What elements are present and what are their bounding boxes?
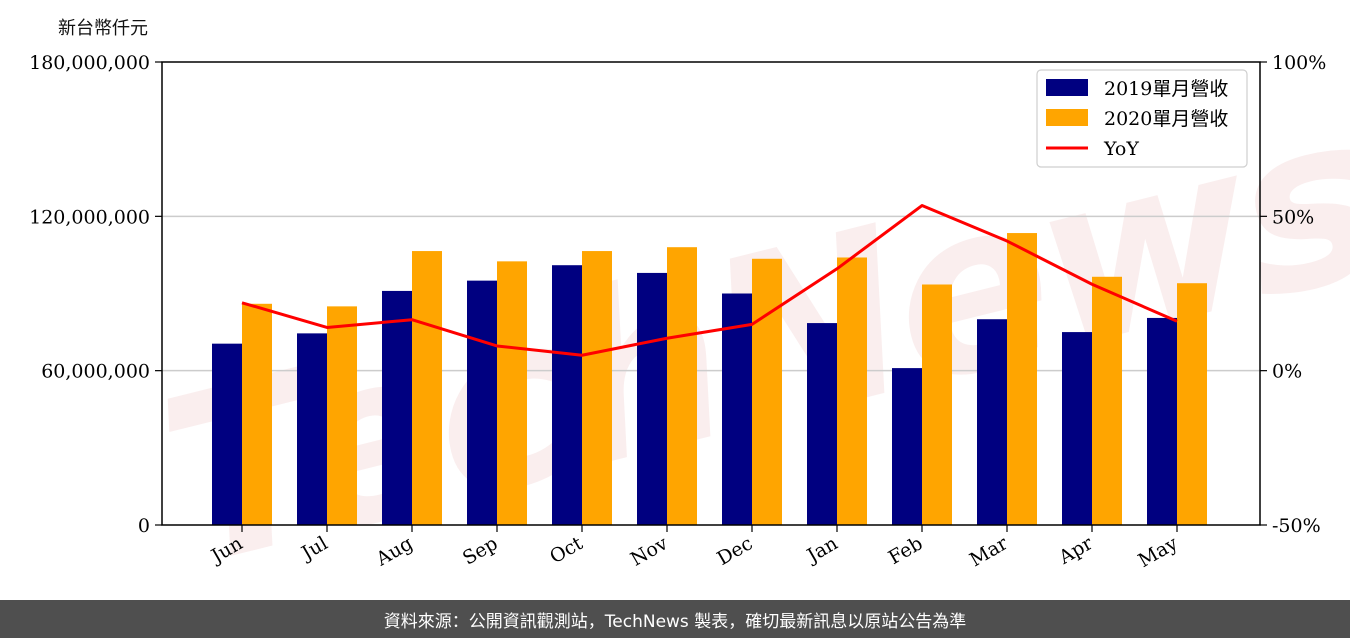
bar-2019 [382, 290, 412, 525]
left-tick-label: 60,000,000 [41, 361, 150, 383]
bar-2019 [637, 272, 667, 525]
bar-2019 [807, 323, 837, 525]
legend: 2019單月營收 2020單月營收 YoY [1036, 69, 1248, 168]
bar-2020 [242, 303, 272, 525]
left-tick-label: 180,000,000 [29, 52, 150, 74]
bar-2019 [1147, 317, 1177, 525]
x-tick-label: Sep [459, 532, 502, 569]
chart: 0 60,000,000 120,000,000 180,000,000 -50% 0%… [29, 52, 1326, 572]
bars [212, 233, 1207, 525]
bar-2020 [1177, 283, 1207, 525]
legend-label: 2019單月營收 [1104, 78, 1228, 100]
unit-label: 新台幣仟元 [58, 18, 148, 39]
footer-source-note: 資料來源：公開資訊觀測站，TechNews 製表，確切最新訊息以原站公告為準 [0, 600, 1350, 638]
bar-2020 [582, 251, 612, 525]
x-tick-label: Dec [713, 532, 756, 570]
legend-swatch-2019 [1046, 79, 1088, 96]
right-tick-label: 0% [1272, 361, 1302, 383]
bar-2020 [1007, 233, 1037, 525]
bar-2020 [922, 284, 952, 525]
x-tick-label: Mar [966, 532, 1012, 571]
bar-2020 [752, 258, 782, 525]
yoy-line-layer [241, 204, 1178, 357]
plot-frame [161, 61, 1261, 526]
bar-2019 [552, 265, 582, 525]
legend-swatch-2020 [1046, 109, 1088, 126]
bar-2020 [497, 261, 527, 525]
bar-2020 [327, 306, 357, 525]
left-tick-label: 0 [138, 515, 150, 537]
bar-2019 [977, 319, 1007, 525]
bar-2020 [667, 247, 697, 525]
right-tick-label: 100% [1272, 52, 1326, 74]
x-tick-label: Feb [885, 532, 927, 569]
x-tick-label: Nov [627, 532, 672, 571]
bar-2019 [467, 280, 497, 525]
left-axis: 0 60,000,000 120,000,000 180,000,000 [29, 52, 162, 537]
right-axis: -50% 0% 50% 100% [1260, 52, 1326, 537]
legend-label: 2020單月營收 [1104, 108, 1228, 130]
bar-2019 [1062, 332, 1092, 525]
bar-2019 [212, 343, 242, 525]
x-tick-label: Apr [1054, 532, 1097, 569]
x-tick-label: Jan [802, 532, 842, 568]
bar-2019 [297, 333, 327, 525]
x-tick-label: Aug [372, 532, 417, 571]
bar-2019 [722, 293, 752, 525]
right-tick-label: 50% [1272, 206, 1314, 228]
bar-2019 [892, 368, 922, 525]
legend-label: YoY [1103, 138, 1139, 160]
right-tick-label: -50% [1272, 515, 1321, 537]
bar-2020 [412, 251, 442, 525]
bar-2020 [837, 257, 867, 525]
x-tick-label: Jul [296, 532, 331, 565]
x-tick-label: Oct [546, 532, 587, 568]
left-tick-label: 120,000,000 [29, 206, 150, 228]
yoy-line [241, 204, 1178, 357]
x-tick-label: May [1135, 532, 1182, 572]
bar-2020 [1092, 276, 1122, 525]
x-axis: Jun Jul Aug Sep Oct Nov Dec Jan Feb Mar Apr May [206, 525, 1182, 572]
legend-box [1036, 69, 1248, 168]
x-tick-label: Jun [206, 532, 247, 568]
